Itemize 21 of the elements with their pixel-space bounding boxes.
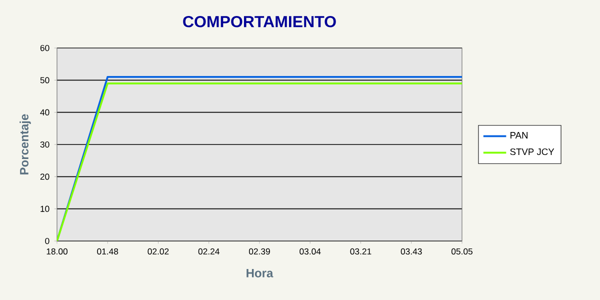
x-tick-label: 02.24 bbox=[198, 248, 220, 255]
y-tick-label: 30 bbox=[40, 141, 50, 148]
legend-label: PAN bbox=[510, 132, 528, 138]
y-tick-label: 40 bbox=[40, 109, 50, 116]
x-tick-label: 03.04 bbox=[300, 248, 321, 255]
x-tick-label: 02.39 bbox=[248, 248, 270, 255]
y-tick-label: 0 bbox=[45, 238, 50, 244]
y-tick-label: 60 bbox=[40, 44, 50, 52]
x-tick-label: 02.02 bbox=[148, 248, 169, 255]
x-tick-label: 03.43 bbox=[400, 248, 422, 255]
x-tick-label: 03.21 bbox=[350, 248, 372, 255]
x-tick-label: 01.48 bbox=[97, 248, 118, 255]
y-tick-label: 50 bbox=[40, 77, 50, 84]
y-tick-label: 20 bbox=[40, 174, 50, 180]
legend-label: STVP JCY bbox=[510, 148, 554, 156]
x-tick-label: 05.05 bbox=[451, 248, 472, 255]
x-tick-label: 18.00 bbox=[46, 248, 68, 255]
x-axis-title: Hora bbox=[246, 269, 274, 278]
chart-title: COMPORTAMIENTO bbox=[183, 16, 336, 28]
y-tick-label: 10 bbox=[40, 206, 50, 212]
y-axis-title: Porcentaje bbox=[20, 114, 31, 174]
